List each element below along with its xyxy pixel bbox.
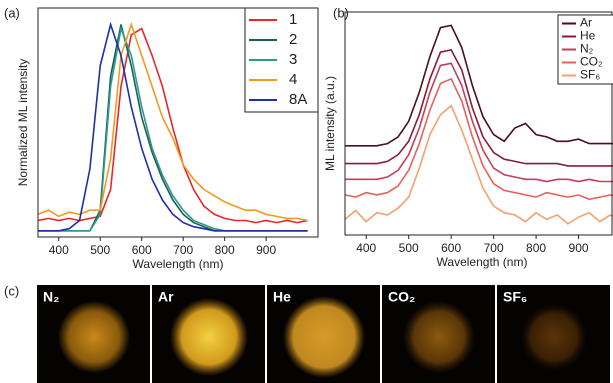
legend-label: 1: [289, 11, 297, 28]
series-line: [345, 24, 613, 147]
series-line: [344, 104, 613, 225]
legend-label: Ar: [580, 16, 592, 30]
legend-label: N₂: [580, 42, 594, 56]
legend-label: 8A: [289, 91, 307, 108]
series-line: [38, 21, 308, 232]
image-label: He: [273, 289, 291, 305]
series-line: [37, 21, 308, 222]
panel-label: (a): [4, 5, 20, 20]
series-line: [345, 48, 613, 167]
particle-glow: [403, 301, 475, 373]
legend-label: 2: [289, 31, 297, 48]
x-axis-label: Wavelength (nm): [437, 255, 528, 269]
plot-frame: [344, 11, 613, 236]
y-axis-label: Normalized ML intensity: [16, 59, 30, 187]
series-line: [344, 77, 613, 201]
x-tick-label: 700: [484, 241, 504, 255]
panel-label: (c): [4, 283, 19, 298]
legend: 1 2 3 4 8A: [244, 7, 319, 113]
x-tick-label: 800: [526, 241, 546, 255]
legend-label: 3: [289, 51, 297, 68]
particle-glow: [521, 304, 587, 370]
x-tick-label: 700: [173, 243, 193, 257]
x-tick-label: 400: [356, 241, 376, 255]
image-label: Ar: [158, 289, 174, 305]
series-line: [37, 27, 308, 224]
x-tick-label: 900: [256, 243, 276, 257]
series-line: [345, 62, 613, 183]
plot-frame: [37, 7, 319, 238]
x-tick-label: 400: [49, 243, 69, 257]
x-tick-label: 800: [215, 243, 235, 257]
image-label: N₂: [43, 289, 59, 305]
particle-glow: [170, 298, 248, 376]
image-label: CO₂: [388, 289, 415, 305]
y-axis-label: ML intensity (a.u.): [323, 76, 337, 171]
image-label: SF₆: [503, 289, 527, 305]
x-tick-label: 900: [569, 241, 589, 255]
x-tick-label: 500: [90, 243, 110, 257]
particle-glow: [58, 301, 130, 373]
x-tick-label: 600: [132, 243, 152, 257]
image-row: N₂ Ar He CO₂ SF₆: [37, 285, 610, 383]
legend-label: He: [580, 29, 596, 43]
particle-glow: [283, 296, 365, 378]
legend-label: 4: [289, 71, 297, 88]
legend-label: SF₆: [580, 68, 600, 82]
panel-label: (b): [333, 5, 349, 20]
x-tick-label: 500: [399, 241, 419, 255]
legend-label: CO₂: [580, 55, 603, 69]
x-tick-label: 600: [441, 241, 461, 255]
x-axis-label: Wavelength (nm): [133, 257, 224, 271]
